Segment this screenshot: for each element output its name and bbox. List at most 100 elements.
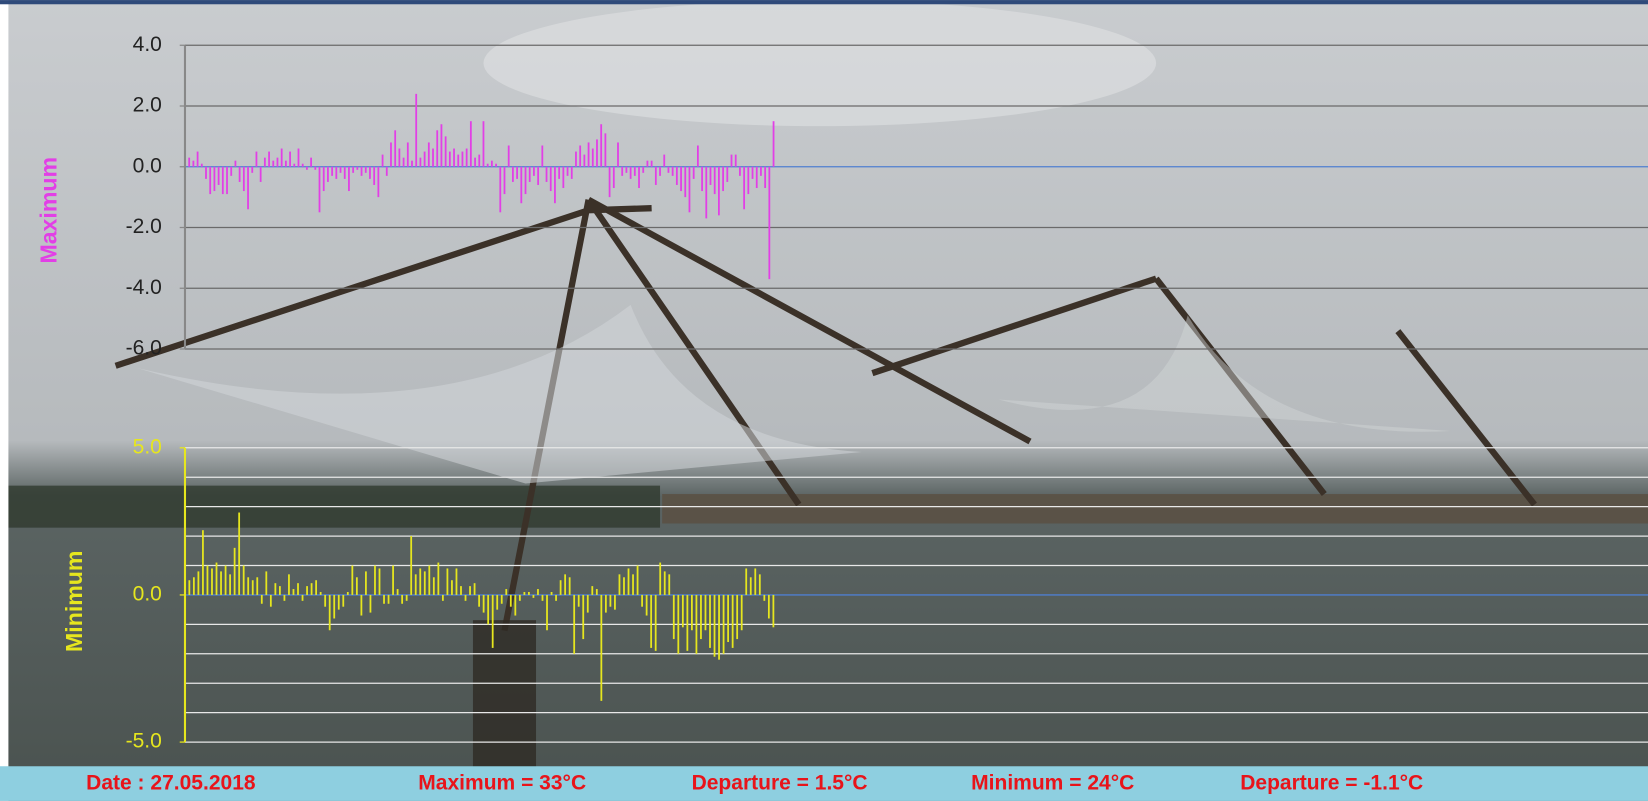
bar	[272, 160, 275, 167]
bar	[453, 148, 455, 167]
bar	[727, 594, 730, 643]
bar	[586, 594, 589, 613]
bar	[695, 594, 698, 654]
bar	[394, 130, 397, 167]
y-tick-label: -5.0	[126, 730, 162, 753]
bar	[211, 568, 213, 595]
bar	[618, 574, 621, 595]
bar	[351, 565, 354, 595]
bar	[221, 166, 224, 195]
bar	[441, 594, 444, 601]
bar	[503, 166, 506, 195]
bar	[608, 166, 611, 198]
bar	[749, 577, 752, 595]
bar	[310, 583, 313, 595]
bar	[731, 594, 734, 648]
bar	[411, 160, 413, 167]
bar	[764, 166, 767, 189]
bar	[518, 594, 521, 601]
bar	[672, 594, 675, 640]
bar	[465, 148, 468, 167]
bar	[324, 594, 327, 607]
y-tick-label: 0.0	[133, 154, 162, 177]
bar	[743, 166, 746, 210]
bar	[632, 574, 634, 595]
bar	[436, 130, 439, 167]
bar	[713, 594, 716, 657]
bar	[478, 594, 480, 607]
bar	[659, 562, 662, 595]
bar	[500, 594, 503, 604]
bar	[234, 160, 237, 167]
bar	[570, 166, 573, 179]
bar	[276, 157, 279, 167]
bar	[401, 594, 404, 604]
bar	[713, 166, 716, 195]
bar	[767, 594, 770, 619]
bar	[566, 166, 569, 176]
bar	[559, 580, 562, 595]
photo-net	[998, 315, 1451, 432]
bar	[509, 594, 512, 607]
bar	[310, 157, 312, 167]
bar	[668, 574, 671, 595]
bar	[360, 594, 363, 616]
bar	[284, 160, 287, 167]
bar	[675, 166, 678, 185]
bar	[328, 594, 331, 631]
bar	[688, 166, 691, 213]
bar	[423, 151, 426, 167]
bar	[455, 568, 458, 595]
bar	[740, 594, 743, 631]
bar	[629, 166, 632, 179]
bar	[654, 594, 657, 651]
bar	[516, 166, 518, 179]
bar	[213, 166, 216, 192]
bar	[681, 594, 684, 628]
bar	[360, 166, 363, 176]
photo-cloud	[483, 0, 1157, 127]
bar	[709, 166, 712, 185]
bar	[337, 594, 340, 610]
bar	[591, 586, 594, 595]
bar	[546, 594, 548, 631]
bar	[197, 571, 200, 595]
bar	[410, 536, 413, 595]
bar	[600, 594, 603, 701]
bar	[591, 148, 594, 167]
bar	[734, 154, 737, 167]
bar	[754, 568, 757, 595]
bar	[684, 166, 687, 198]
bar	[654, 166, 657, 185]
bar	[575, 151, 577, 167]
footer-bar	[0, 766, 1648, 801]
photo-pier	[662, 494, 1648, 524]
bar	[487, 594, 490, 625]
bar	[247, 166, 249, 210]
bar	[355, 577, 358, 595]
bar	[520, 166, 523, 204]
bar	[573, 594, 576, 654]
bar	[490, 160, 493, 167]
bar	[686, 594, 689, 651]
bar	[390, 142, 392, 167]
bar	[645, 594, 648, 616]
bar	[402, 157, 405, 167]
bar	[251, 166, 254, 173]
bar	[226, 166, 228, 195]
bar	[289, 151, 291, 167]
bar	[387, 594, 390, 604]
bar	[392, 565, 394, 595]
bar	[663, 154, 666, 167]
bar	[751, 166, 754, 179]
bar	[478, 154, 481, 167]
bar	[314, 166, 317, 170]
bar	[356, 166, 359, 170]
bar	[627, 568, 630, 595]
bar	[377, 166, 380, 198]
bar	[306, 166, 308, 170]
bar	[448, 151, 451, 167]
bar	[718, 166, 720, 216]
